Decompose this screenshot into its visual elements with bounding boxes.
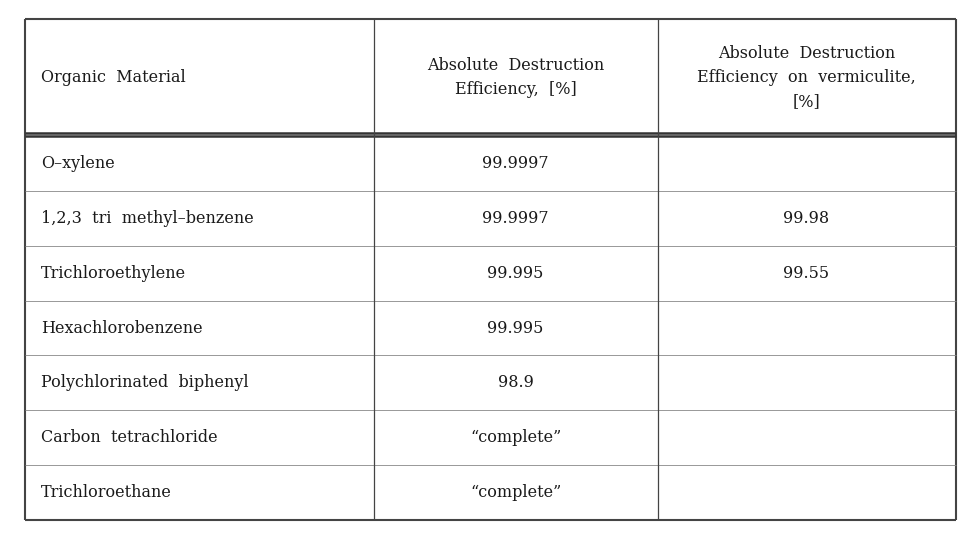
Text: Organic  Material: Organic Material bbox=[41, 69, 186, 86]
Text: Trichloroethane: Trichloroethane bbox=[41, 484, 172, 501]
Text: 99.995: 99.995 bbox=[487, 265, 544, 282]
Text: 1,2,3  tri  methyl–benzene: 1,2,3 tri methyl–benzene bbox=[41, 210, 254, 227]
Text: O–xylene: O–xylene bbox=[41, 155, 115, 172]
Text: 98.9: 98.9 bbox=[498, 374, 533, 391]
Text: 99.9997: 99.9997 bbox=[482, 155, 549, 172]
Text: Trichloroethylene: Trichloroethylene bbox=[41, 265, 186, 282]
Text: 99.9997: 99.9997 bbox=[482, 210, 549, 227]
Text: 99.995: 99.995 bbox=[487, 320, 544, 336]
Text: 99.55: 99.55 bbox=[783, 265, 830, 282]
Text: “complete”: “complete” bbox=[470, 429, 562, 446]
Text: 99.98: 99.98 bbox=[783, 210, 830, 227]
Text: Carbon  tetrachloride: Carbon tetrachloride bbox=[41, 429, 218, 446]
Text: “complete”: “complete” bbox=[470, 484, 562, 501]
Text: Absolute  Destruction
Efficiency,  [%]: Absolute Destruction Efficiency, [%] bbox=[427, 57, 605, 98]
Text: Hexachlorobenzene: Hexachlorobenzene bbox=[41, 320, 203, 336]
Text: Absolute  Destruction
Efficiency  on  vermiculite,
[%]: Absolute Destruction Efficiency on vermi… bbox=[697, 45, 916, 110]
Text: Polychlorinated  biphenyl: Polychlorinated biphenyl bbox=[41, 374, 249, 391]
